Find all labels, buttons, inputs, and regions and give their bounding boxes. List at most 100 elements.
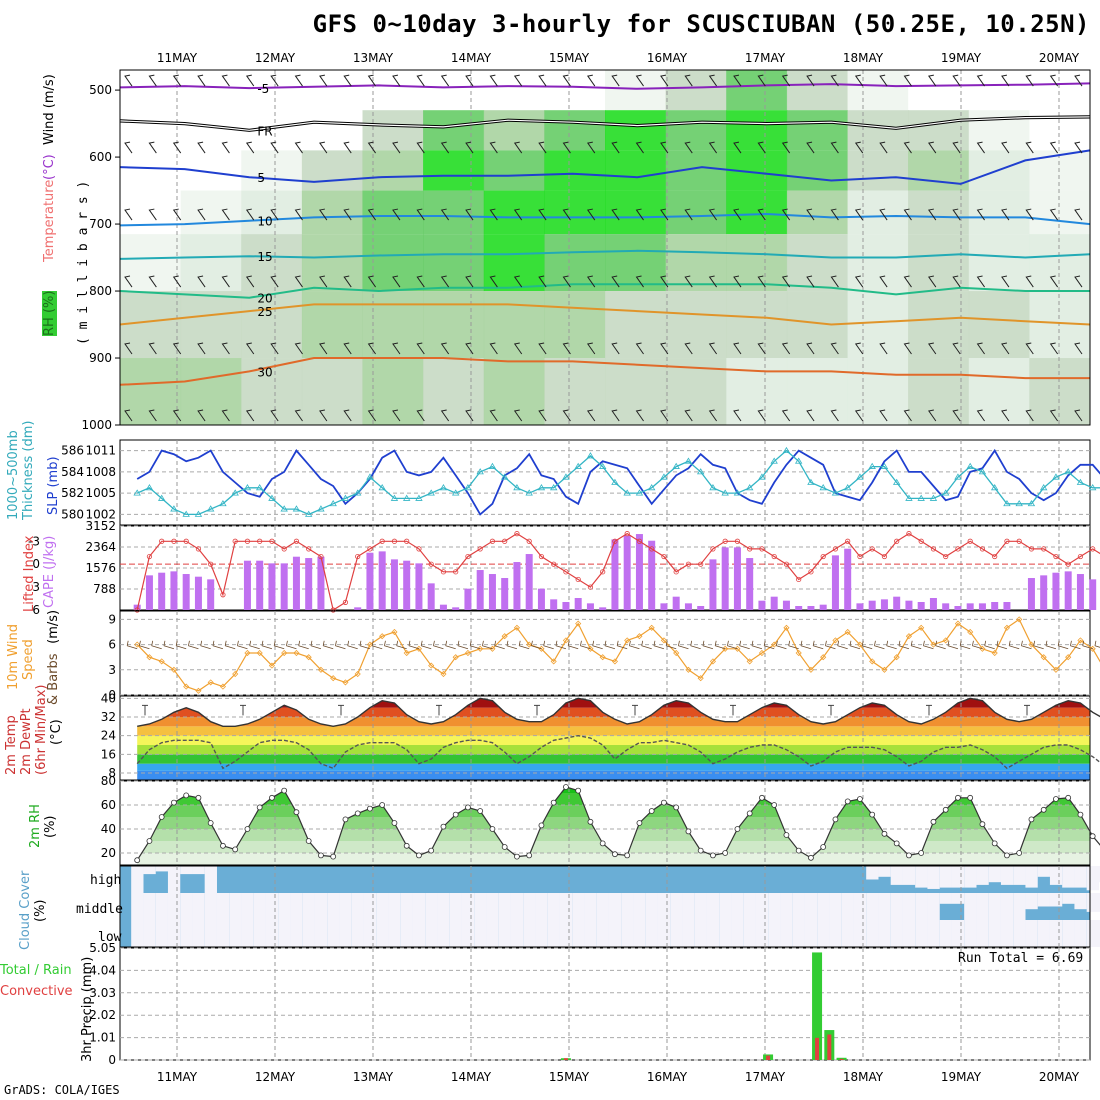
thickness-marker xyxy=(353,489,362,496)
lifted-index-marker xyxy=(1077,553,1084,560)
cloud-clear-middle xyxy=(412,893,426,920)
cloud-clear-middle xyxy=(817,893,830,920)
cloud-clear-middle xyxy=(780,893,793,920)
wind-barb xyxy=(416,275,425,288)
wind-barb xyxy=(562,342,571,355)
cape-bar xyxy=(476,570,484,610)
wind10-barb xyxy=(1057,640,1069,650)
top-day-label-9: 20MAY xyxy=(1039,51,1080,65)
wind-barb xyxy=(197,342,206,355)
lifted-index-marker xyxy=(918,538,924,544)
rh2m-marker xyxy=(1004,852,1010,859)
cape-bar xyxy=(305,558,313,610)
cape-bar xyxy=(586,603,594,610)
cloud-clear-low xyxy=(584,920,597,947)
wind-barb xyxy=(879,141,888,154)
rh-cell xyxy=(241,358,303,425)
rh2m-marker xyxy=(783,832,790,838)
cloud-clear-high xyxy=(976,866,989,885)
cloud-clear-low xyxy=(510,920,524,947)
wind-barb xyxy=(927,275,937,288)
temp-minmax-marker xyxy=(926,704,932,716)
thickness-marker xyxy=(549,484,558,491)
temperature-contour-25 xyxy=(119,303,1091,326)
cloud-clear-low xyxy=(841,920,854,947)
cloud-clear-middle xyxy=(853,893,867,920)
rh-label: RH (%) xyxy=(42,290,57,336)
temperature-contour-label-0: FR xyxy=(257,124,272,138)
cape-bar xyxy=(415,563,423,610)
wind10-barb xyxy=(616,640,628,650)
cloud-clear-low xyxy=(608,920,622,947)
lifted-index-marker xyxy=(575,576,581,583)
wind-barb xyxy=(781,275,791,288)
cloud-clear-middle xyxy=(192,893,205,920)
wind10-barb xyxy=(469,640,481,650)
cloud-clear-middle xyxy=(608,893,622,920)
cloud-clear-low xyxy=(706,920,720,947)
wind10-barb xyxy=(1082,640,1093,650)
thickness-marker xyxy=(709,484,717,491)
cape-bar xyxy=(709,559,717,610)
cloud-clear-low xyxy=(1049,920,1063,947)
top-day-label-3: 14MAY xyxy=(451,51,492,65)
cape-bar xyxy=(758,600,766,610)
lifted-index-marker xyxy=(722,538,728,544)
rh-cell xyxy=(908,291,970,359)
cloud-clear-middle xyxy=(1025,893,1038,910)
cloud-clear-middle xyxy=(1049,893,1063,907)
lifted-index-marker xyxy=(416,546,422,552)
wind-barb xyxy=(294,342,303,355)
rh-cell xyxy=(968,70,1030,111)
cloud-clear-middle xyxy=(841,893,854,920)
precip-frame xyxy=(119,947,1091,1061)
rh2m-band-6 xyxy=(137,787,1090,793)
wind10-barb xyxy=(543,640,554,650)
rh-cell xyxy=(241,190,303,235)
wind-barb xyxy=(416,141,425,154)
cloud-clear-low xyxy=(339,920,352,947)
temp2m-tick-32: 32 xyxy=(101,710,116,724)
rh-cell xyxy=(120,291,182,359)
cape-bar xyxy=(194,576,202,610)
wind10-marker xyxy=(673,649,680,657)
temperature-unit: (°C) xyxy=(42,154,57,180)
lifted-index-marker xyxy=(992,553,998,560)
wind-barb xyxy=(611,141,620,154)
wind10-tick-0: 0 xyxy=(108,688,116,702)
cape-bar xyxy=(635,534,643,610)
cloud-clear-high xyxy=(1062,866,1075,888)
cloud-clear-high xyxy=(927,866,940,889)
wind10-barb xyxy=(886,640,897,650)
cape-bar xyxy=(844,548,852,610)
pressure-word: ( m i l l i b a r s ) xyxy=(76,180,91,345)
wind-barb xyxy=(611,275,620,288)
cape-bar xyxy=(390,559,398,610)
wind10-barb xyxy=(972,640,983,650)
rh-cell xyxy=(544,150,606,191)
upper-ytick-label-900: 900 xyxy=(89,351,112,365)
rh-cell xyxy=(605,234,667,292)
wind10-barb xyxy=(531,640,542,650)
cloud-clear-middle xyxy=(1098,893,1100,912)
wind10-tick-3: 3 xyxy=(108,663,116,677)
rh2m-marker xyxy=(697,847,704,854)
rh-cell xyxy=(483,190,545,235)
rh2m-marker xyxy=(367,805,373,812)
rh-cell xyxy=(120,110,182,151)
wind-barb xyxy=(708,409,718,422)
wind-barb xyxy=(781,141,791,154)
wind-barb xyxy=(392,208,401,221)
wind10-marker xyxy=(611,658,619,665)
wind-barb xyxy=(976,275,985,288)
wind10-marker xyxy=(477,645,484,652)
thickness-marker xyxy=(1076,478,1085,485)
lifted-index-marker xyxy=(796,576,802,583)
thickness-marker xyxy=(807,478,815,485)
thickness-marker xyxy=(145,484,154,491)
rh-cell xyxy=(180,70,242,111)
wind-barb xyxy=(611,208,620,221)
wind10-marker xyxy=(305,654,312,661)
rh2m-marker xyxy=(465,804,471,811)
cloud-clear-high xyxy=(1037,866,1050,877)
